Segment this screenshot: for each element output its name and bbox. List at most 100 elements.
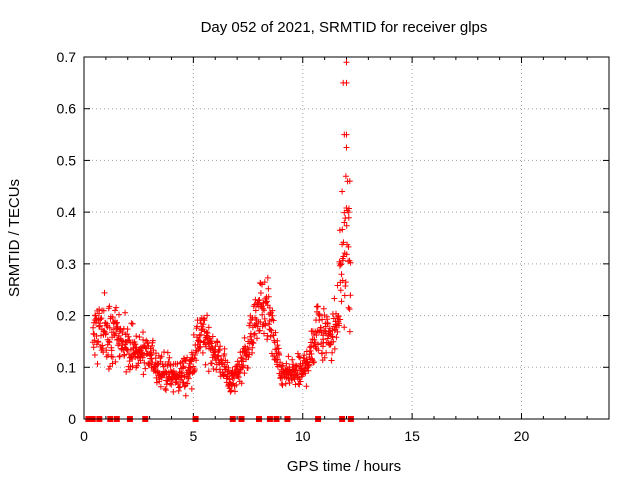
data-point bbox=[174, 360, 181, 367]
data-point bbox=[112, 330, 119, 337]
data-point bbox=[216, 347, 223, 354]
data-point bbox=[261, 330, 267, 337]
data-point bbox=[208, 360, 215, 367]
data-point bbox=[97, 316, 104, 323]
data-point bbox=[153, 350, 159, 357]
data-point bbox=[261, 279, 268, 286]
y-tick-label: 0.6 bbox=[57, 101, 77, 117]
data-point bbox=[114, 319, 120, 326]
data-point bbox=[147, 352, 154, 359]
data-point bbox=[109, 314, 116, 321]
data-point bbox=[277, 359, 284, 366]
data-point bbox=[214, 339, 221, 346]
data-point bbox=[140, 336, 147, 343]
data-point bbox=[117, 326, 124, 333]
data-point bbox=[190, 331, 197, 338]
data-point bbox=[136, 334, 143, 340]
data-point bbox=[340, 239, 347, 246]
data-point bbox=[341, 324, 348, 331]
data-point bbox=[185, 375, 192, 382]
data-point bbox=[257, 290, 264, 296]
data-point bbox=[345, 214, 352, 221]
data-point bbox=[241, 370, 248, 377]
data-point bbox=[90, 324, 97, 331]
data-point bbox=[106, 303, 113, 310]
data-point bbox=[115, 332, 122, 339]
data-point bbox=[197, 343, 204, 350]
data-point bbox=[113, 320, 120, 327]
data-point bbox=[320, 305, 327, 312]
data-point bbox=[129, 320, 136, 327]
data-point bbox=[249, 349, 256, 356]
data-point bbox=[343, 222, 350, 229]
data-point bbox=[336, 227, 343, 234]
data-point bbox=[158, 353, 165, 360]
data-point bbox=[335, 322, 342, 329]
data-point bbox=[251, 331, 257, 338]
data-point bbox=[94, 360, 101, 367]
data-point bbox=[141, 359, 148, 366]
data-point bbox=[197, 338, 204, 345]
data-point bbox=[96, 306, 103, 313]
data-point bbox=[105, 338, 112, 345]
data-point bbox=[167, 362, 174, 369]
data-point bbox=[311, 359, 317, 365]
data-point bbox=[182, 392, 189, 399]
data-point bbox=[140, 371, 147, 378]
data-point bbox=[201, 317, 208, 324]
data-point bbox=[191, 366, 198, 372]
x-tick-label: 20 bbox=[514, 428, 530, 444]
data-point bbox=[224, 359, 231, 366]
data-point bbox=[105, 352, 112, 358]
data-point bbox=[220, 372, 227, 379]
data-point bbox=[124, 326, 131, 333]
data-point bbox=[254, 335, 260, 342]
data-point bbox=[97, 322, 103, 329]
data-point bbox=[202, 361, 209, 368]
data-point bbox=[297, 354, 303, 361]
data-point bbox=[108, 347, 115, 354]
data-point bbox=[236, 361, 243, 368]
data-point bbox=[132, 341, 139, 348]
data-point bbox=[203, 329, 210, 336]
data-point bbox=[90, 344, 97, 351]
data-point bbox=[180, 379, 187, 386]
data-point bbox=[112, 358, 119, 365]
data-point bbox=[264, 274, 271, 281]
data-point bbox=[95, 338, 102, 345]
data-point bbox=[167, 380, 174, 387]
data-point bbox=[315, 347, 322, 354]
data-point bbox=[337, 287, 344, 294]
data-point bbox=[274, 356, 281, 363]
data-point bbox=[275, 345, 282, 352]
data-point bbox=[200, 321, 207, 328]
data-point bbox=[345, 243, 352, 250]
data-point bbox=[267, 326, 274, 333]
data-point bbox=[188, 385, 195, 392]
data-point bbox=[315, 341, 321, 348]
data-point bbox=[232, 388, 238, 395]
x-tick-label: 10 bbox=[295, 428, 311, 444]
data-point bbox=[199, 349, 206, 356]
data-point bbox=[106, 339, 113, 346]
data-point bbox=[324, 320, 331, 327]
data-point bbox=[283, 360, 290, 367]
data-point bbox=[256, 327, 263, 334]
data-point bbox=[296, 381, 303, 388]
data-point bbox=[210, 366, 217, 372]
data-point bbox=[306, 361, 312, 368]
data-point bbox=[92, 312, 99, 319]
data-point bbox=[217, 343, 224, 350]
data-point bbox=[280, 362, 286, 369]
data-point bbox=[140, 329, 146, 336]
data-point bbox=[347, 259, 354, 266]
data-point bbox=[328, 357, 335, 364]
x-tick-label: 15 bbox=[404, 428, 420, 444]
data-point bbox=[335, 313, 342, 320]
data-point bbox=[339, 277, 346, 284]
data-point bbox=[244, 365, 251, 371]
data-point bbox=[196, 332, 203, 339]
data-point bbox=[126, 366, 133, 373]
data-point bbox=[241, 334, 248, 341]
data-point bbox=[254, 301, 261, 307]
